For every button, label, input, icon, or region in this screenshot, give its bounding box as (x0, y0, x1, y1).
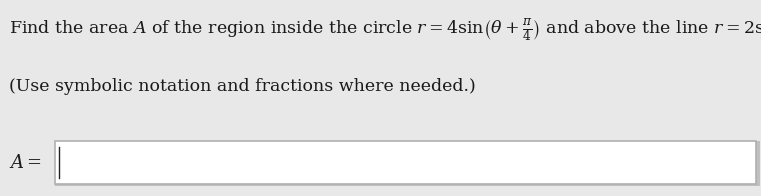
Text: $A =$: $A =$ (9, 154, 42, 172)
Text: (Use symbolic notation and fractions where needed.): (Use symbolic notation and fractions whe… (9, 78, 476, 95)
FancyBboxPatch shape (55, 141, 760, 186)
Text: Find the area $A$ of the region inside the circle $r = 4\sin\!\left(\theta + \fr: Find the area $A$ of the region inside t… (9, 18, 761, 44)
FancyBboxPatch shape (55, 141, 756, 184)
